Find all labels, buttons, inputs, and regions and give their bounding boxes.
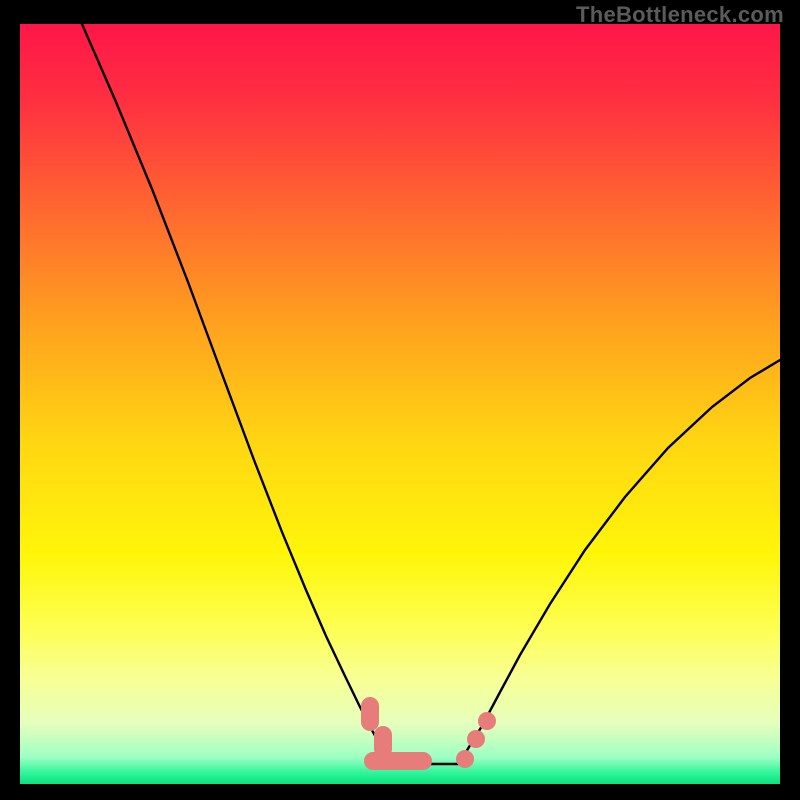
bottleneck-curve-chart <box>0 0 800 800</box>
gradient-plot-area <box>20 24 780 784</box>
marker-dot <box>478 712 496 730</box>
watermark-text: TheBottleneck.com <box>576 2 784 28</box>
marker-pill <box>361 697 379 731</box>
chart-frame: TheBottleneck.com <box>0 0 800 800</box>
marker-dot <box>467 730 485 748</box>
marker-pill <box>364 752 432 770</box>
marker-dot <box>456 750 474 768</box>
